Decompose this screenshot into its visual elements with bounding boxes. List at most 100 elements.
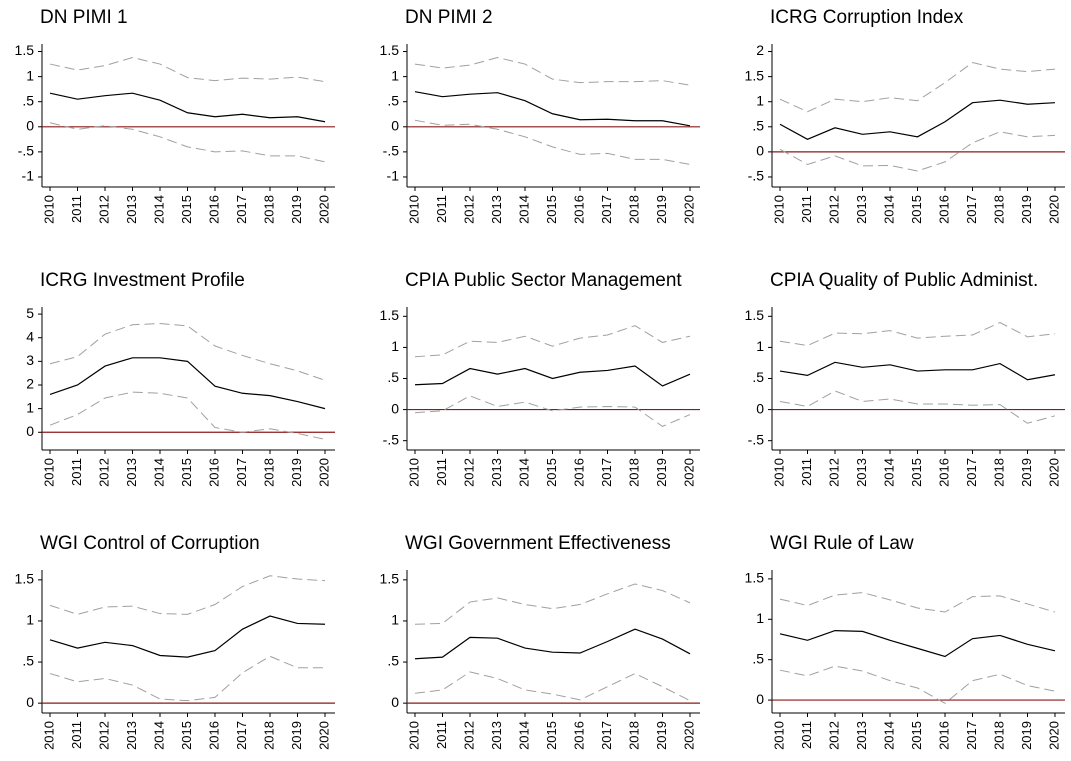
y-tick-label: 1.5 bbox=[380, 571, 400, 587]
ci-line bbox=[779, 131, 1056, 172]
ci-line bbox=[779, 592, 1056, 613]
y-tick-label: 0 bbox=[26, 694, 34, 710]
y-tick-label: -.5 bbox=[748, 431, 765, 447]
x-tick-label: 2018 bbox=[626, 721, 641, 750]
x-tick-label: 2016 bbox=[206, 458, 221, 487]
x-tick-label: 2012 bbox=[826, 458, 841, 487]
chart-title: WGI Government Effectiveness bbox=[405, 533, 671, 554]
ci-line bbox=[49, 57, 326, 83]
y-tick-label: 1.5 bbox=[380, 42, 400, 58]
chart-title: CPIA Public Sector Management bbox=[405, 270, 682, 291]
y-tick-label: .5 bbox=[752, 650, 764, 666]
x-tick-label: 2015 bbox=[909, 458, 924, 487]
x-tick-label: 2020 bbox=[1046, 195, 1061, 224]
y-tick-label: 3 bbox=[26, 352, 34, 368]
x-tick-label: 2018 bbox=[991, 195, 1006, 224]
x-tick-label: 2011 bbox=[799, 721, 814, 749]
y-tick-label: 1 bbox=[756, 338, 764, 354]
y-tick-label: 0 bbox=[26, 423, 34, 439]
y-tick-label: 0 bbox=[756, 691, 764, 707]
y-tick-label: 1 bbox=[756, 92, 764, 108]
ci-line bbox=[414, 119, 691, 165]
x-tick-label: 2016 bbox=[571, 721, 586, 750]
chart-title: WGI Control of Corruption bbox=[40, 533, 260, 554]
y-tick-label: -1 bbox=[387, 168, 400, 184]
x-tick-label: 2017 bbox=[964, 458, 979, 487]
y-tick-label: 1.5 bbox=[15, 571, 35, 587]
x-tick-label: 2016 bbox=[936, 195, 951, 224]
x-tick-label: 2012 bbox=[96, 195, 111, 224]
x-tick-label: 2016 bbox=[936, 458, 951, 487]
estimate-line bbox=[779, 361, 1056, 381]
y-tick-label: 1.5 bbox=[745, 67, 765, 83]
x-tick-label: 2016 bbox=[571, 458, 586, 487]
ci-line bbox=[779, 62, 1056, 113]
y-tick-label: .5 bbox=[22, 92, 34, 108]
y-tick-label: 1.5 bbox=[15, 42, 35, 58]
x-tick-label: 2010 bbox=[41, 721, 56, 750]
y-tick-label: 2 bbox=[26, 376, 34, 392]
x-tick-label: 2017 bbox=[599, 458, 614, 487]
x-tick-label: 2015 bbox=[179, 721, 194, 750]
x-tick-label: 2019 bbox=[1019, 458, 1034, 487]
x-tick-label: 2016 bbox=[206, 195, 221, 224]
x-tick-label: 2014 bbox=[516, 721, 531, 750]
x-tick-label: 2018 bbox=[626, 195, 641, 224]
y-tick-label: 0 bbox=[756, 143, 764, 159]
x-tick-label: 2013 bbox=[489, 458, 504, 487]
y-tick-label: 1 bbox=[26, 399, 34, 415]
x-tick-label: 2010 bbox=[771, 195, 786, 224]
y-tick-label: .5 bbox=[22, 653, 34, 669]
x-tick-label: 2013 bbox=[489, 195, 504, 224]
x-tick-label: 2011 bbox=[69, 458, 84, 486]
chart-title: DN PIMI 2 bbox=[405, 7, 493, 28]
x-tick-label: 2014 bbox=[516, 458, 531, 487]
x-tick-label: 2017 bbox=[599, 195, 614, 224]
ci-line bbox=[49, 575, 326, 615]
ci-line bbox=[414, 57, 691, 86]
x-tick-label: 2013 bbox=[124, 195, 139, 224]
y-tick-label: 0 bbox=[391, 694, 399, 710]
x-tick-label: 2012 bbox=[96, 458, 111, 487]
x-tick-label: 2011 bbox=[69, 721, 84, 749]
ci-line bbox=[49, 323, 326, 381]
x-tick-label: 2015 bbox=[909, 721, 924, 750]
ci-line bbox=[779, 390, 1056, 424]
y-tick-label: 1.5 bbox=[745, 307, 765, 323]
x-tick-label: 2019 bbox=[654, 721, 669, 750]
x-tick-label: 2018 bbox=[626, 458, 641, 487]
y-tick-label: .5 bbox=[752, 369, 764, 385]
x-tick-label: 2020 bbox=[316, 458, 331, 487]
y-tick-label: 1.5 bbox=[745, 570, 765, 586]
chart-title: DN PIMI 1 bbox=[40, 7, 128, 28]
x-tick-label: 2015 bbox=[544, 458, 559, 487]
x-tick-label: 2017 bbox=[234, 721, 249, 750]
x-tick-label: 2010 bbox=[771, 458, 786, 487]
x-tick-label: 2017 bbox=[599, 721, 614, 750]
estimate-line bbox=[49, 92, 326, 123]
estimate-line bbox=[779, 629, 1056, 658]
x-tick-label: 2011 bbox=[434, 195, 449, 223]
x-tick-label: 2012 bbox=[461, 195, 476, 224]
x-tick-label: 2012 bbox=[96, 721, 111, 750]
y-tick-label: -.5 bbox=[383, 143, 400, 159]
x-tick-label: 2010 bbox=[771, 721, 786, 750]
y-tick-label: 0 bbox=[391, 117, 399, 133]
y-tick-label: .5 bbox=[387, 653, 399, 669]
x-tick-label: 2013 bbox=[854, 721, 869, 750]
x-tick-label: 2015 bbox=[179, 458, 194, 487]
x-tick-label: 2017 bbox=[964, 721, 979, 750]
x-tick-label: 2020 bbox=[681, 195, 696, 224]
ci-line bbox=[49, 655, 325, 702]
y-tick-label: 5 bbox=[26, 305, 34, 321]
x-tick-label: 2011 bbox=[434, 458, 449, 486]
y-tick-label: 0 bbox=[26, 117, 34, 133]
x-tick-label: 2013 bbox=[489, 721, 504, 750]
y-tick-label: 1 bbox=[391, 338, 399, 354]
ci-line bbox=[414, 583, 691, 625]
ci-line bbox=[414, 325, 691, 358]
x-tick-label: 2020 bbox=[316, 721, 331, 750]
x-tick-label: 2018 bbox=[261, 195, 276, 224]
x-tick-label: 2020 bbox=[316, 195, 331, 224]
y-tick-label: -.5 bbox=[18, 143, 35, 159]
